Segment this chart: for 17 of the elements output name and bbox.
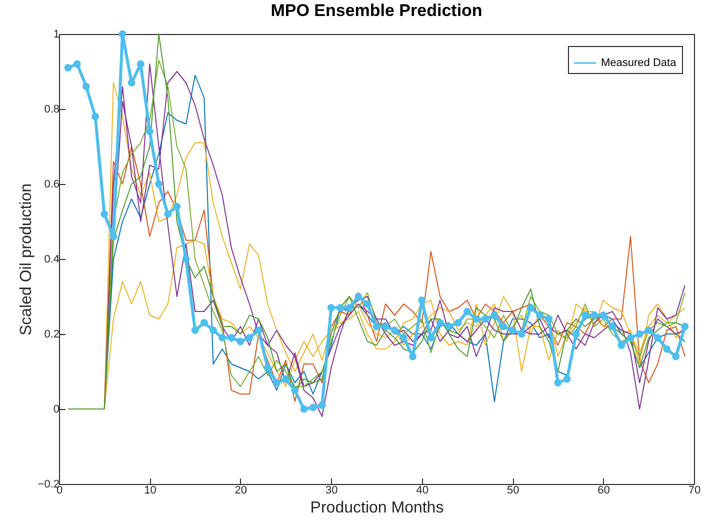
y-tick-label: 0 bbox=[53, 404, 60, 416]
x-axis-title: Production Months bbox=[310, 500, 444, 516]
chart-title: MPO Ensemble Prediction bbox=[270, 1, 482, 20]
x-tick-label: 40 bbox=[416, 484, 428, 496]
x-tick-label: 60 bbox=[598, 484, 610, 496]
x-tick-label: 70 bbox=[688, 484, 701, 496]
y-tick-label: 0.8 bbox=[44, 104, 60, 116]
y-tick-label: 1 bbox=[53, 28, 60, 40]
x-tick-label: 30 bbox=[326, 484, 338, 496]
x-tick-label: 10 bbox=[144, 484, 156, 496]
y-tick-label: 0.2 bbox=[44, 328, 60, 340]
y-tick-label: 0.6 bbox=[44, 178, 60, 190]
y-axis-title: Scaled Oil production bbox=[18, 183, 35, 336]
x-tick-label: 50 bbox=[506, 484, 520, 496]
y-tick-label: 0.4 bbox=[44, 254, 60, 266]
x-tick-label: 20 bbox=[234, 484, 248, 496]
legend-label: Measured Data bbox=[601, 57, 678, 69]
